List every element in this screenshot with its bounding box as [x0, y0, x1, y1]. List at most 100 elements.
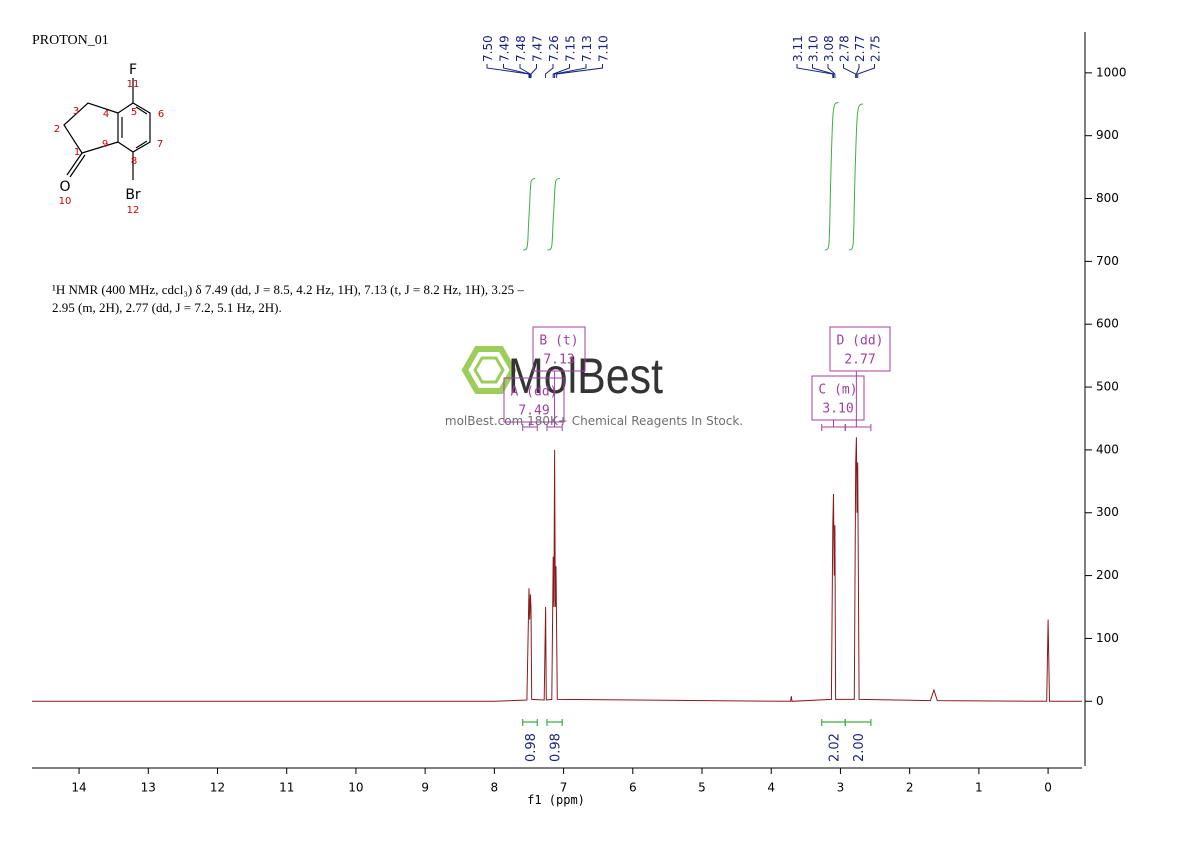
x-tick-label: 4: [767, 781, 775, 795]
spectrum-line: [32, 437, 1082, 702]
y-tick-label: 600: [1096, 317, 1119, 331]
x-tick-label: 8: [491, 781, 499, 795]
y-tick-label: 700: [1096, 254, 1119, 268]
x-tick-label: 11: [279, 781, 294, 795]
peak-leader: [812, 64, 835, 78]
atom-label: 12: [127, 205, 140, 216]
y-tick-label: 1000: [1096, 65, 1127, 79]
peak-label: 7.49: [498, 35, 512, 62]
peak-leader: [843, 64, 857, 78]
nmr-description: ¹H NMR (400 MHz, cdcl₃) δ 7.49 (dd, J = …: [52, 282, 524, 297]
y-tick-label: 400: [1096, 442, 1119, 456]
atom-label: F: [129, 62, 137, 78]
multiplet-label: D (dd): [837, 334, 884, 349]
atom-label: 6: [158, 109, 164, 120]
peak-leader: [545, 64, 554, 78]
y-tick-label: 0: [1096, 694, 1104, 708]
peak-label: 2.77: [853, 35, 867, 62]
atom-label: 8: [131, 156, 137, 167]
multiplet-box: [829, 326, 891, 372]
peak-label: 2.78: [838, 35, 852, 62]
peak-label: 7.47: [531, 35, 545, 62]
x-tick-label: 12: [210, 781, 225, 795]
atom-label: 3: [73, 106, 79, 117]
x-tick-label: 2: [906, 781, 914, 795]
y-tick-label: 500: [1096, 380, 1119, 394]
atom-label: 7: [157, 139, 163, 150]
integral-curve: [523, 177, 536, 251]
peak-label: 3.08: [822, 35, 836, 62]
chart-title: PROTON_01: [32, 33, 109, 48]
peak-leader: [855, 64, 860, 78]
peak-leader: [796, 64, 834, 78]
peak-label: 3.10: [807, 35, 821, 62]
atom-label: 11: [127, 79, 140, 90]
watermark-tagline: molBest.com 180K+ Chemical Reagents In S…: [445, 414, 743, 428]
multiplet-label: B (t): [539, 334, 578, 349]
multiplet-range: [844, 424, 872, 431]
x-tick-label: 0: [1044, 781, 1052, 795]
multiplet-shift: 3.10: [822, 402, 853, 417]
peak-label: 7.50: [481, 35, 495, 62]
molecule-labels: F11 3 4 5 6 2 1 9 7 8 O10 Br 12: [54, 62, 164, 216]
peak-leader: [857, 64, 875, 78]
x-tick-label: 13: [141, 781, 156, 795]
peak-leader: [554, 64, 587, 78]
integral-value: 0.98: [524, 733, 539, 762]
watermark: MolBest molBest.com 180K+ Chemical Reage…: [445, 346, 743, 428]
integral-bracket: [844, 719, 872, 726]
y-tick-label: 800: [1096, 191, 1119, 205]
x-tick-label: 5: [698, 781, 706, 795]
atom-label: 9: [102, 139, 108, 150]
molecule-bonds: [63, 78, 151, 180]
multiplet-label: A (dd): [511, 385, 558, 400]
integral-bracket: [546, 719, 563, 726]
integral-curve: [547, 177, 560, 251]
atom-label: 2: [54, 124, 60, 135]
atom-label: Br: [125, 187, 141, 203]
peak-label: 3.11: [791, 35, 805, 62]
peak-leader: [530, 64, 537, 78]
x-axis-label: f1 (ppm): [527, 793, 585, 807]
integral-curve: [824, 102, 839, 251]
integral-bracket: [522, 719, 538, 726]
peak-label: 7.26: [547, 35, 561, 62]
integral-curve: [848, 103, 863, 251]
multiplet-box: [503, 377, 565, 423]
atom-label: 10: [59, 196, 72, 207]
integral-value: 2.02: [828, 733, 843, 762]
peak-leader: [519, 64, 531, 78]
x-tick-label: 1: [975, 781, 983, 795]
multiplet-shift: 7.49: [518, 404, 549, 419]
peak-leader: [556, 64, 603, 78]
peak-label: 7.15: [564, 35, 578, 62]
peak-label: 2.75: [869, 35, 883, 62]
multiplet-label: C (m): [818, 383, 857, 398]
multiplet-shift: 7.13: [543, 353, 574, 368]
atom-label: 1: [74, 147, 80, 158]
atom-label: 5: [131, 107, 137, 118]
y-tick-label: 900: [1096, 128, 1119, 142]
peak-leader: [486, 64, 530, 78]
x-tick-label: 6: [629, 781, 637, 795]
peak-label: 7.10: [597, 35, 611, 62]
peak-leader: [827, 64, 836, 78]
integral-value: 2.00: [852, 733, 867, 762]
x-tick-label: 7: [560, 781, 568, 795]
watermark-logo: [461, 346, 517, 394]
y-tick-label: 200: [1096, 568, 1119, 582]
y-tick-label: 100: [1096, 631, 1119, 645]
x-tick-label: 9: [421, 781, 429, 795]
peak-leader: [552, 64, 570, 78]
multiplet-box: [811, 375, 865, 421]
peak-label: 7.13: [580, 35, 594, 62]
atom-label: 4: [103, 109, 109, 120]
watermark-brand: MolBest: [508, 348, 663, 404]
x-tick-label: 14: [71, 781, 86, 795]
peak-label: 7.48: [514, 35, 528, 62]
peak-leader: [503, 64, 531, 78]
multiplet-shift: 2.77: [844, 353, 875, 368]
watermark-logo: [473, 356, 505, 384]
atom-label: O: [59, 179, 70, 195]
